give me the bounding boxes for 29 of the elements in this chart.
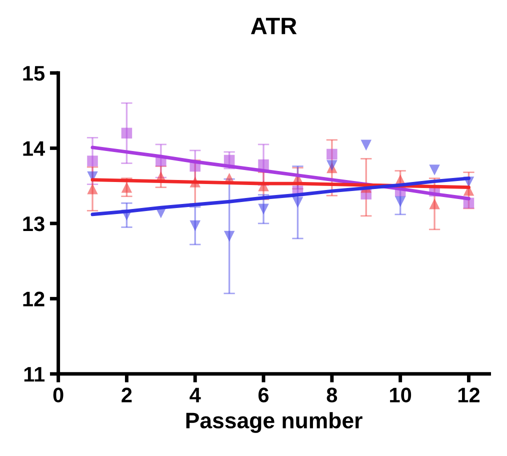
x-tick-label: 8 [326,388,338,402]
x-tick-label: 12 [458,388,480,402]
point [360,140,372,151]
point [87,183,98,194]
x-tick-label: 10 [390,388,412,402]
point [429,198,440,210]
x-tick-label: 6 [258,388,269,402]
y-tick-label: 14 [23,141,45,156]
point [326,160,338,171]
point [326,148,338,160]
point [121,182,132,193]
point [121,128,132,139]
point [224,230,235,242]
point [258,159,269,170]
point [292,196,304,208]
x-tick-label: 4 [190,388,201,402]
y-tick-label: 13 [23,216,44,232]
x-axis-title: Passage number [186,412,362,433]
chart-title: ATR [250,18,297,34]
point [258,204,269,215]
y-tick-label: 11 [24,367,45,382]
point [87,156,98,166]
x-tick-label: 2 [122,388,132,402]
point [190,220,200,232]
point [429,164,440,176]
point [394,196,406,207]
x-tick-label: 0 [53,388,64,402]
y-tick-label: 12 [23,292,44,306]
y-tick-label: 15 [23,66,45,81]
